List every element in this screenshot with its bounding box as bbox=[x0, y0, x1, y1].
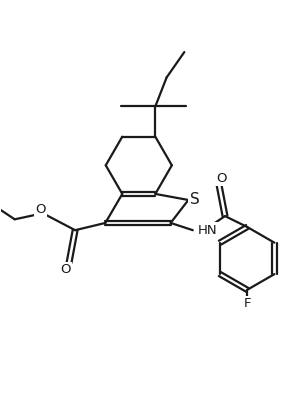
Text: O: O bbox=[60, 263, 70, 276]
Text: O: O bbox=[216, 172, 226, 185]
Text: HN: HN bbox=[198, 224, 217, 237]
Text: F: F bbox=[243, 297, 251, 310]
Text: O: O bbox=[36, 203, 46, 216]
Text: S: S bbox=[190, 193, 200, 208]
